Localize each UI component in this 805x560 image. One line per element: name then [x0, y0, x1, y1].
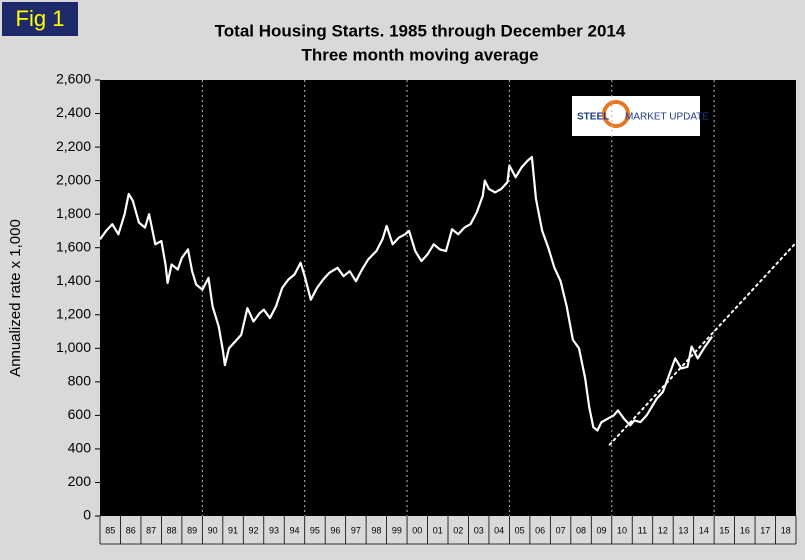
y-tick-label: 1,800 — [56, 205, 91, 221]
x-tick-label: 11 — [638, 525, 647, 535]
logo-text: STEEL — [577, 112, 609, 123]
x-tick-label: 95 — [310, 525, 320, 535]
y-tick-label: 1,400 — [56, 272, 91, 288]
x-tick-label: 16 — [740, 525, 750, 535]
x-tick-label: 00 — [412, 525, 422, 535]
x-tick-label: 90 — [208, 525, 218, 535]
figure-label: Fig 1 — [16, 6, 65, 31]
x-tick-label: 18 — [781, 525, 791, 535]
y-tick-label: 2,200 — [56, 138, 91, 154]
y-tick-label: 400 — [68, 440, 92, 456]
x-tick-label: 12 — [658, 525, 668, 535]
x-tick-label: 15 — [719, 525, 729, 535]
x-tick-label: 06 — [535, 525, 545, 535]
y-tick-label: 2,600 — [56, 71, 91, 87]
y-tick-label: 1,600 — [56, 238, 91, 254]
x-tick-label: 13 — [678, 525, 688, 535]
x-tick-label: 87 — [146, 525, 156, 535]
x-tick-label: 85 — [105, 525, 115, 535]
x-tick-label: 97 — [351, 525, 361, 535]
y-tick-label: 800 — [68, 373, 92, 389]
x-tick-label: 92 — [249, 525, 259, 535]
plot-area — [100, 80, 796, 516]
x-tick-label: 86 — [126, 525, 136, 535]
logo-box — [572, 96, 700, 136]
y-tick-label: 0 — [83, 507, 91, 523]
x-tick-label: 96 — [330, 525, 340, 535]
data-line — [99, 156, 714, 432]
x-tick-label: 03 — [474, 525, 484, 535]
y-axis-label: Annualized rate x 1,000 — [7, 219, 24, 377]
x-tick-label: 98 — [371, 525, 381, 535]
x-tick-label: 88 — [167, 525, 177, 535]
chart-subtitle: Three month moving average — [301, 45, 538, 64]
x-tick-label: 01 — [433, 525, 443, 535]
x-tick-label: 14 — [699, 525, 709, 535]
x-tick-label: 05 — [515, 525, 525, 535]
x-tick-label: 17 — [760, 525, 770, 535]
y-tick-label: 200 — [68, 473, 92, 489]
y-tick-label: 2,000 — [56, 171, 91, 187]
x-tick-label: 99 — [392, 525, 402, 535]
x-tick-label: 09 — [597, 525, 607, 535]
x-tick-label: 91 — [228, 525, 238, 535]
x-tick-label: 08 — [576, 525, 586, 535]
y-tick-label: 600 — [68, 406, 92, 422]
figure-label-box — [2, 2, 78, 36]
logo: STEEL MARKET UPDATE — [572, 96, 709, 136]
x-tick-label: 94 — [289, 525, 299, 535]
x-tick-label: 02 — [453, 525, 463, 535]
x-tick-label: 07 — [556, 525, 566, 535]
chart-title: Total Housing Starts. 1985 through Decem… — [215, 21, 626, 40]
y-tick-label: 1,000 — [56, 339, 91, 355]
logo-swoosh — [602, 100, 630, 128]
x-tick-label: 04 — [494, 525, 504, 535]
trend-line — [608, 241, 797, 446]
y-tick-label: 1,200 — [56, 305, 91, 321]
x-tick-label: 89 — [187, 525, 197, 535]
logo-text: MARKET UPDATE — [625, 112, 709, 123]
x-tick-label: 10 — [617, 525, 627, 535]
y-tick-label: 2,400 — [56, 104, 91, 120]
x-tick-label: 93 — [269, 525, 279, 535]
